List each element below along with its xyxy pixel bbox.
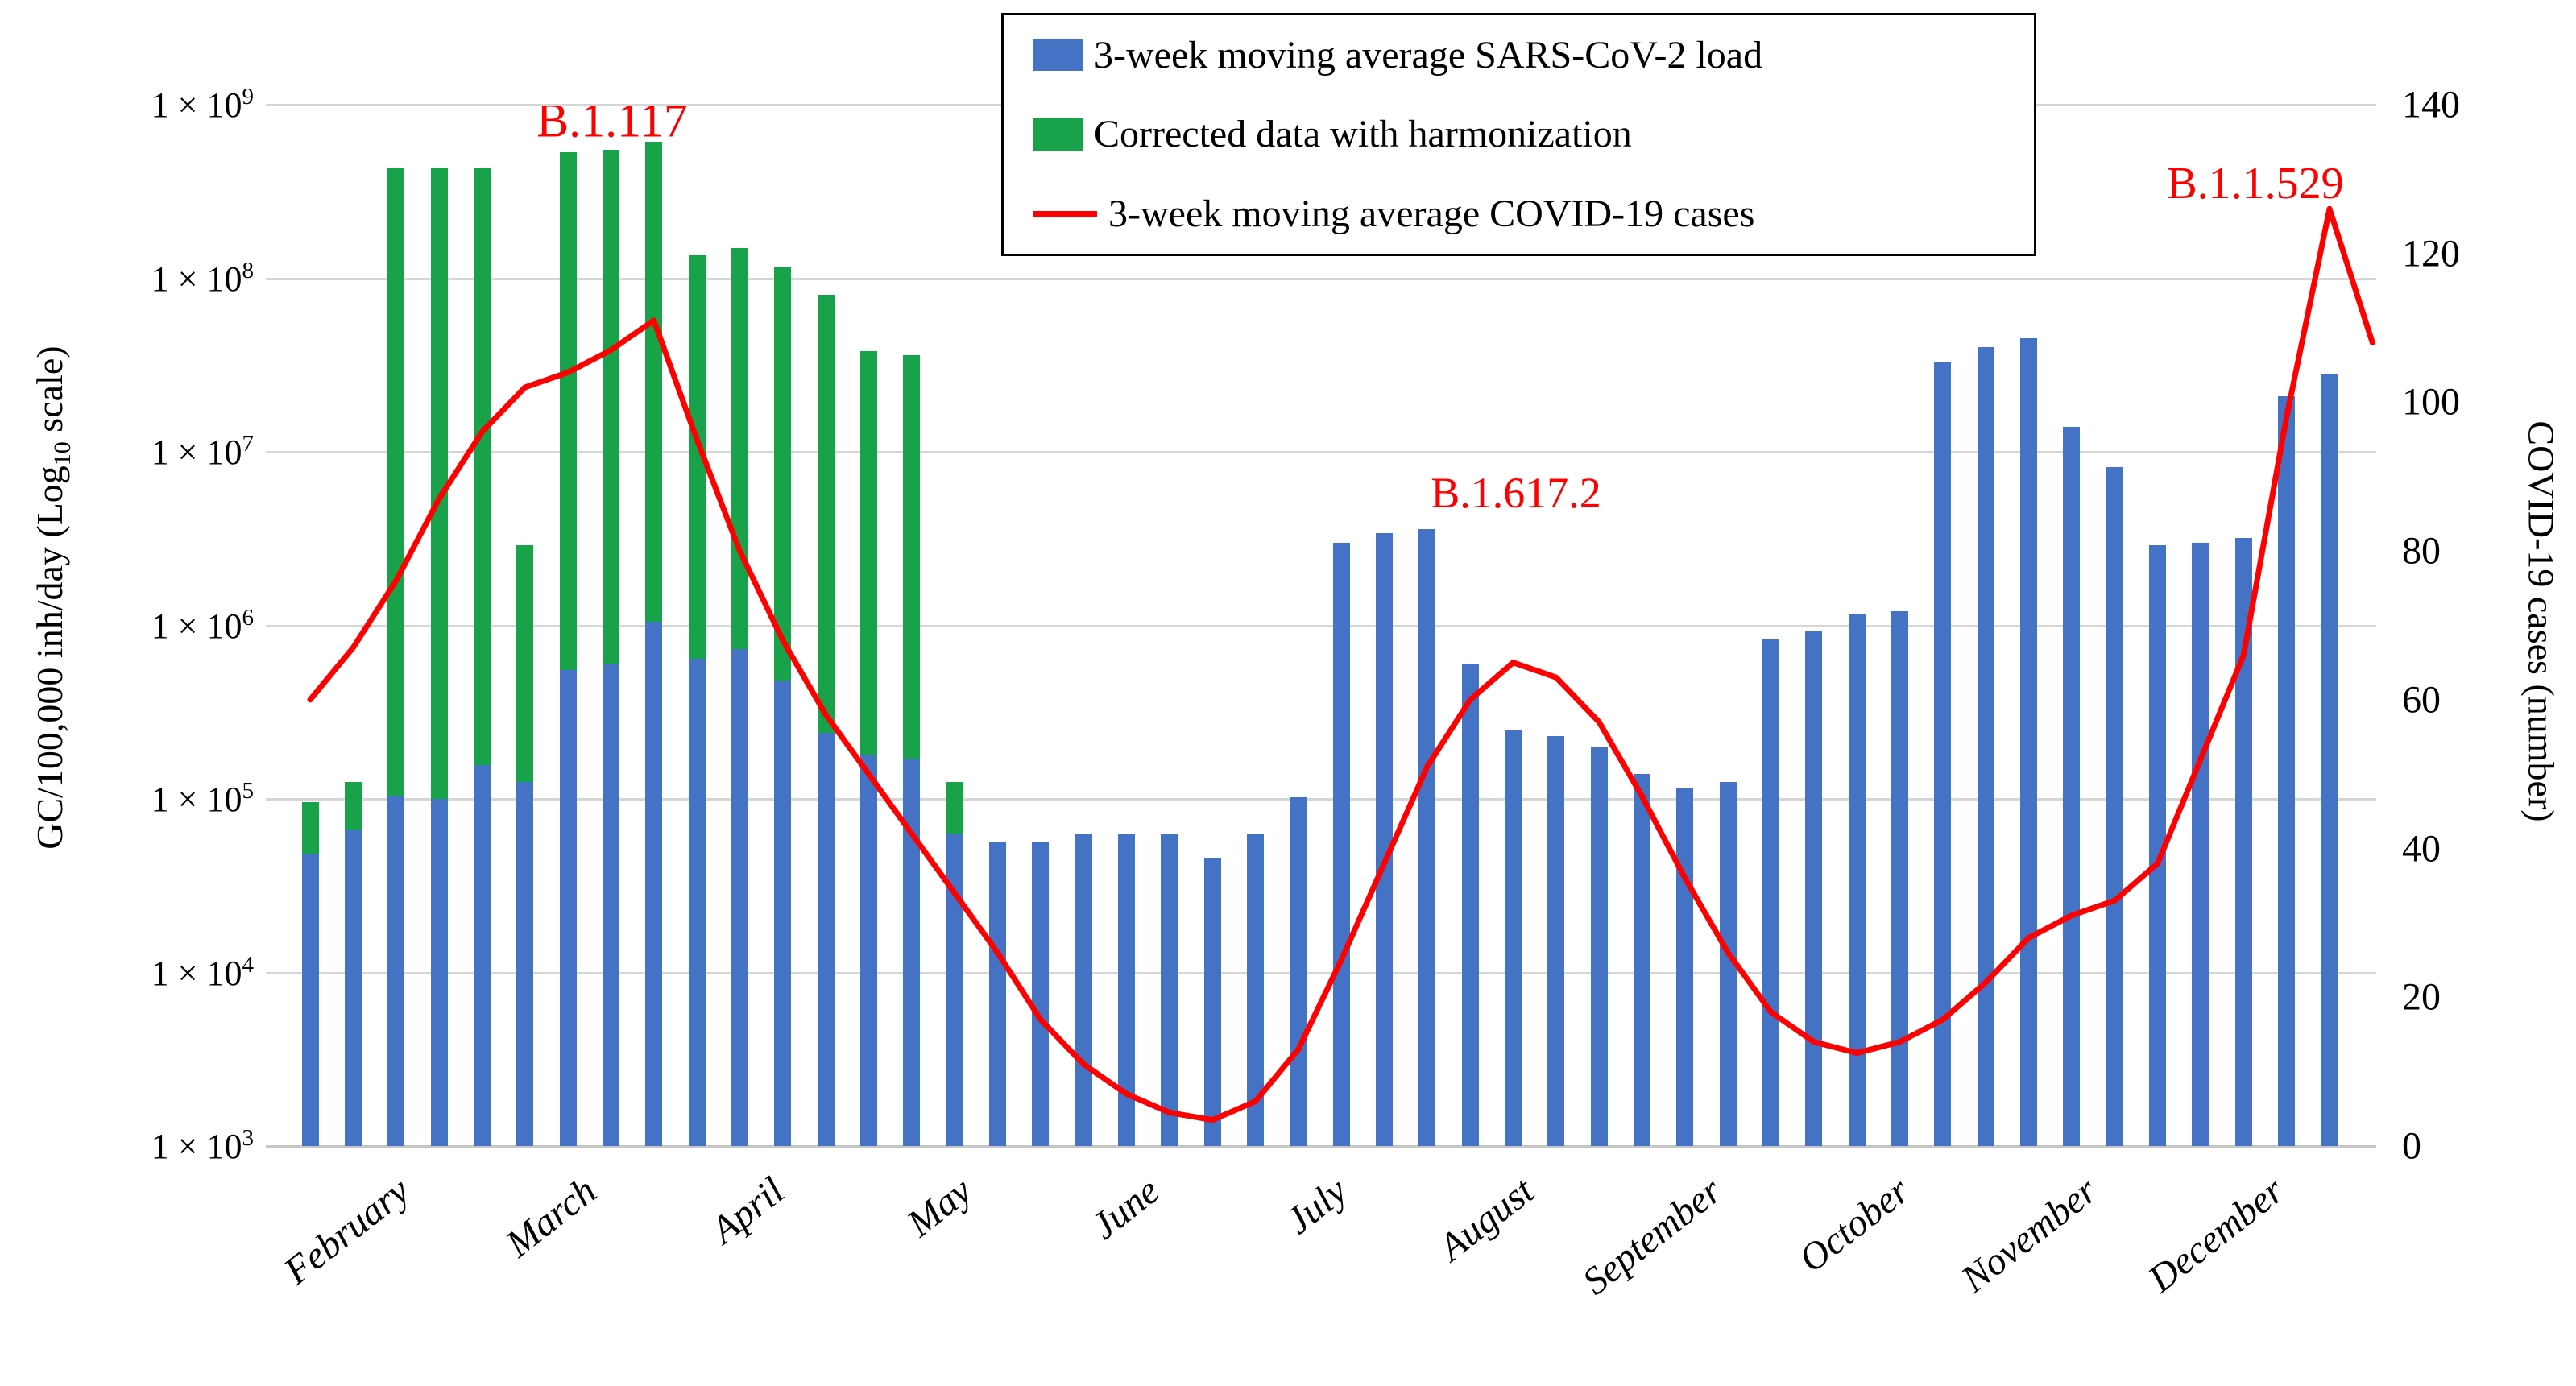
legend: 3-week moving average SARS-CoV-2 load Co… — [1001, 13, 2036, 256]
bar-load-41 — [2020, 338, 2038, 1146]
y-left-tick-1e6: 1 × 106 — [151, 604, 254, 646]
bar-load-26 — [1376, 532, 1393, 1146]
gridline-1e7 — [266, 451, 2376, 453]
red-line-swatch-icon — [1033, 210, 1097, 217]
gridline-1e8 — [266, 277, 2376, 280]
annotation-b16172: B.1.617.2 — [1431, 469, 1601, 517]
annotation-b11529: B.1.1.529 — [2167, 159, 2344, 209]
bar-load-3 — [387, 796, 405, 1146]
bar-load-9 — [645, 621, 663, 1146]
gridline-1e3 — [266, 1145, 2376, 1148]
bar-load-40 — [1977, 347, 1994, 1146]
bar-load-28 — [1461, 664, 1479, 1146]
bar-load-13 — [817, 733, 835, 1146]
y-left-axis-title: GC/100,000 inh/day (Log10 scale) — [28, 251, 77, 944]
bar-load-30 — [1547, 736, 1565, 1146]
bar-load-6 — [516, 782, 534, 1146]
bar-load-31 — [1590, 747, 1608, 1146]
y-left-tick-1e8: 1 × 108 — [151, 257, 254, 299]
bar-load-29 — [1505, 730, 1522, 1146]
bar-load-48 — [2321, 374, 2338, 1146]
bar-load-37 — [1848, 614, 1866, 1146]
y-right-axis-title: COVID-19 cases (number) — [2520, 420, 2562, 822]
y-right-tick-140: 140 — [2402, 83, 2460, 126]
y-right-tick-20: 20 — [2402, 975, 2441, 1019]
y-right-tick-40: 40 — [2402, 827, 2441, 871]
legend-item-covid-cases: 3-week moving average COVID-19 cases — [1004, 192, 2034, 236]
bar-load-8 — [602, 664, 619, 1146]
gridline-1e5 — [266, 798, 2376, 801]
bar-load-32 — [1634, 773, 1651, 1146]
bar-load-18 — [1032, 842, 1050, 1146]
bar-load-21 — [1161, 834, 1178, 1146]
bar-load-12 — [774, 681, 792, 1146]
y-right-tick-100: 100 — [2402, 380, 2460, 424]
y-left-tick-1e4: 1 × 104 — [151, 951, 254, 993]
y-left-axis-title-prefix: GC/100,000 inh/day (Log — [28, 465, 70, 850]
green-bar-swatch-icon — [1033, 118, 1083, 151]
bar-load-42 — [2063, 426, 2081, 1146]
y-left-tick-1e3: 1 × 103 — [151, 1125, 254, 1166]
legend-item-label: 3-week moving average COVID-19 cases — [1108, 192, 1755, 236]
bar-load-19 — [1075, 834, 1092, 1146]
bar-load-1 — [301, 854, 319, 1146]
legend-item-corrected-data: Corrected data with harmonization — [1004, 112, 2034, 156]
bar-load-14 — [859, 754, 877, 1146]
bar-load-16 — [946, 834, 963, 1146]
bar-load-38 — [1891, 611, 1909, 1146]
bar-load-17 — [988, 842, 1006, 1146]
bar-load-36 — [1805, 631, 1823, 1146]
bar-load-11 — [731, 648, 748, 1146]
y-left-tick-1e7: 1 × 107 — [151, 431, 254, 472]
y-right-tick-0: 0 — [2402, 1124, 2421, 1168]
legend-item-label: Corrected data with harmonization — [1094, 113, 1632, 156]
bar-load-23 — [1246, 834, 1264, 1146]
y-right-tick-120: 120 — [2402, 232, 2460, 275]
bar-load-33 — [1676, 788, 1694, 1146]
bar-load-25 — [1332, 542, 1350, 1146]
bar-load-24 — [1290, 797, 1307, 1146]
bar-load-34 — [1719, 782, 1737, 1146]
bar-load-15 — [903, 759, 921, 1146]
bar-load-46 — [2234, 537, 2252, 1146]
bar-load-5 — [473, 764, 491, 1146]
bar-load-44 — [2149, 544, 2167, 1146]
bar-load-35 — [1762, 639, 1780, 1146]
gridline-1e6 — [266, 624, 2376, 627]
gridline-1e4 — [266, 971, 2376, 974]
y-left-tick-1e5: 1 × 105 — [151, 778, 254, 819]
legend-item-label: 3-week moving average SARS-CoV-2 load — [1094, 33, 1763, 77]
y-right-tick-60: 60 — [2402, 678, 2441, 722]
annotation-b1117: B.1.117 — [536, 93, 688, 147]
y-left-tick-1e9: 1 × 109 — [151, 84, 254, 125]
legend-item-sars-load: 3-week moving average SARS-CoV-2 load — [1004, 33, 2034, 77]
y-right-tick-80: 80 — [2402, 529, 2441, 573]
bar-load-47 — [2278, 395, 2296, 1146]
bar-load-39 — [1934, 362, 1952, 1146]
bar-load-2 — [344, 830, 362, 1146]
bar-load-22 — [1203, 857, 1221, 1146]
bar-load-20 — [1117, 834, 1135, 1146]
bar-load-7 — [559, 670, 577, 1146]
blue-bar-swatch-icon — [1033, 39, 1083, 72]
y-left-axis-title-sub: 10 — [49, 441, 77, 466]
bar-load-4 — [430, 799, 448, 1146]
y-left-axis-title-suffix: scale) — [28, 345, 70, 442]
bar-load-27 — [1418, 528, 1436, 1146]
bar-load-43 — [2106, 466, 2123, 1146]
bar-load-10 — [688, 659, 706, 1146]
bar-load-45 — [2192, 542, 2209, 1146]
